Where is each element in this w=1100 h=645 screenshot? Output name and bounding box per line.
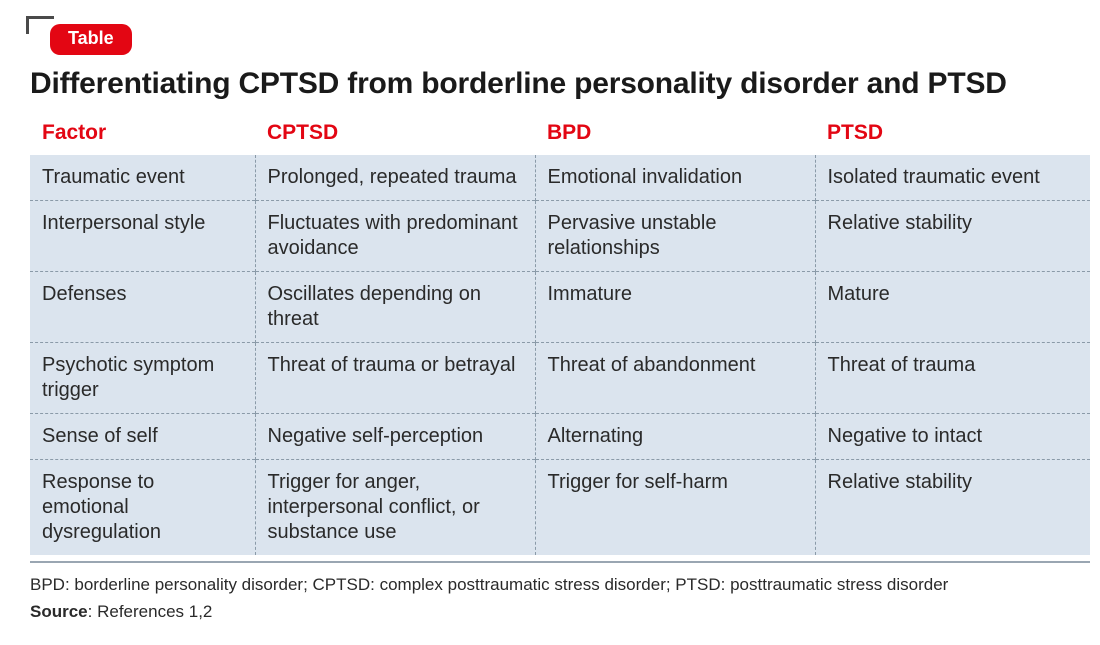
table-row: Interpersonal style Fluctuates with pred… bbox=[30, 201, 1090, 272]
cell-factor: Interpersonal style bbox=[30, 201, 255, 272]
cell-factor: Traumatic event bbox=[30, 155, 255, 201]
table-footer: BPD: borderline personality disorder; CP… bbox=[30, 561, 1090, 625]
source-value: : References 1,2 bbox=[88, 602, 213, 621]
cell-bpd: Pervasive unstable relationships bbox=[535, 201, 815, 272]
table-title: Differentiating CPTSD from borderline pe… bbox=[30, 67, 1080, 101]
table-row: Traumatic event Prolonged, repeated trau… bbox=[30, 155, 1090, 201]
col-header-bpd: BPD bbox=[535, 115, 815, 155]
table-row: Defenses Oscillates depending on threat … bbox=[30, 272, 1090, 343]
cell-bpd: Alternating bbox=[535, 414, 815, 460]
col-header-factor: Factor bbox=[30, 115, 255, 155]
cell-bpd: Threat of abandonment bbox=[535, 343, 815, 414]
cell-cptsd: Fluctuates with predominant avoidance bbox=[255, 201, 535, 272]
cell-ptsd: Isolated traumatic event bbox=[815, 155, 1090, 201]
cell-cptsd: Threat of trauma or betrayal bbox=[255, 343, 535, 414]
table-row: Response to emotional dysregulation Trig… bbox=[30, 460, 1090, 556]
cell-bpd: Trigger for self-harm bbox=[535, 460, 815, 556]
cell-factor: Sense of self bbox=[30, 414, 255, 460]
cell-bpd: Emotional invalidation bbox=[535, 155, 815, 201]
source-label: Source bbox=[30, 602, 88, 621]
col-header-ptsd: PTSD bbox=[815, 115, 1090, 155]
cell-cptsd: Trigger for anger, interpersonal conflic… bbox=[255, 460, 535, 556]
abbreviations-line: BPD: borderline personality disorder; CP… bbox=[30, 571, 1090, 598]
cell-ptsd: Mature bbox=[815, 272, 1090, 343]
cell-factor: Psychotic symptom trigger bbox=[30, 343, 255, 414]
cell-cptsd: Prolonged, repeated trauma bbox=[255, 155, 535, 201]
table-row: Psychotic symptom trigger Threat of trau… bbox=[30, 343, 1090, 414]
cell-ptsd: Relative stability bbox=[815, 460, 1090, 556]
cell-factor: Response to emotional dysregulation bbox=[30, 460, 255, 556]
cell-cptsd: Oscillates depending on threat bbox=[255, 272, 535, 343]
table-badge: Table bbox=[50, 24, 132, 55]
cell-bpd: Immature bbox=[535, 272, 815, 343]
col-header-cptsd: CPTSD bbox=[255, 115, 535, 155]
table-header-row: Factor CPTSD BPD PTSD bbox=[30, 115, 1090, 155]
cell-cptsd: Negative self-perception bbox=[255, 414, 535, 460]
cell-factor: Defenses bbox=[30, 272, 255, 343]
cell-ptsd: Threat of trauma bbox=[815, 343, 1090, 414]
corner-mark bbox=[26, 16, 1080, 34]
comparison-table: Factor CPTSD BPD PTSD Traumatic event Pr… bbox=[30, 115, 1090, 555]
table-row: Sense of self Negative self-perception A… bbox=[30, 414, 1090, 460]
cell-ptsd: Negative to intact bbox=[815, 414, 1090, 460]
source-line: Source: References 1,2 bbox=[30, 598, 1090, 625]
cell-ptsd: Relative stability bbox=[815, 201, 1090, 272]
